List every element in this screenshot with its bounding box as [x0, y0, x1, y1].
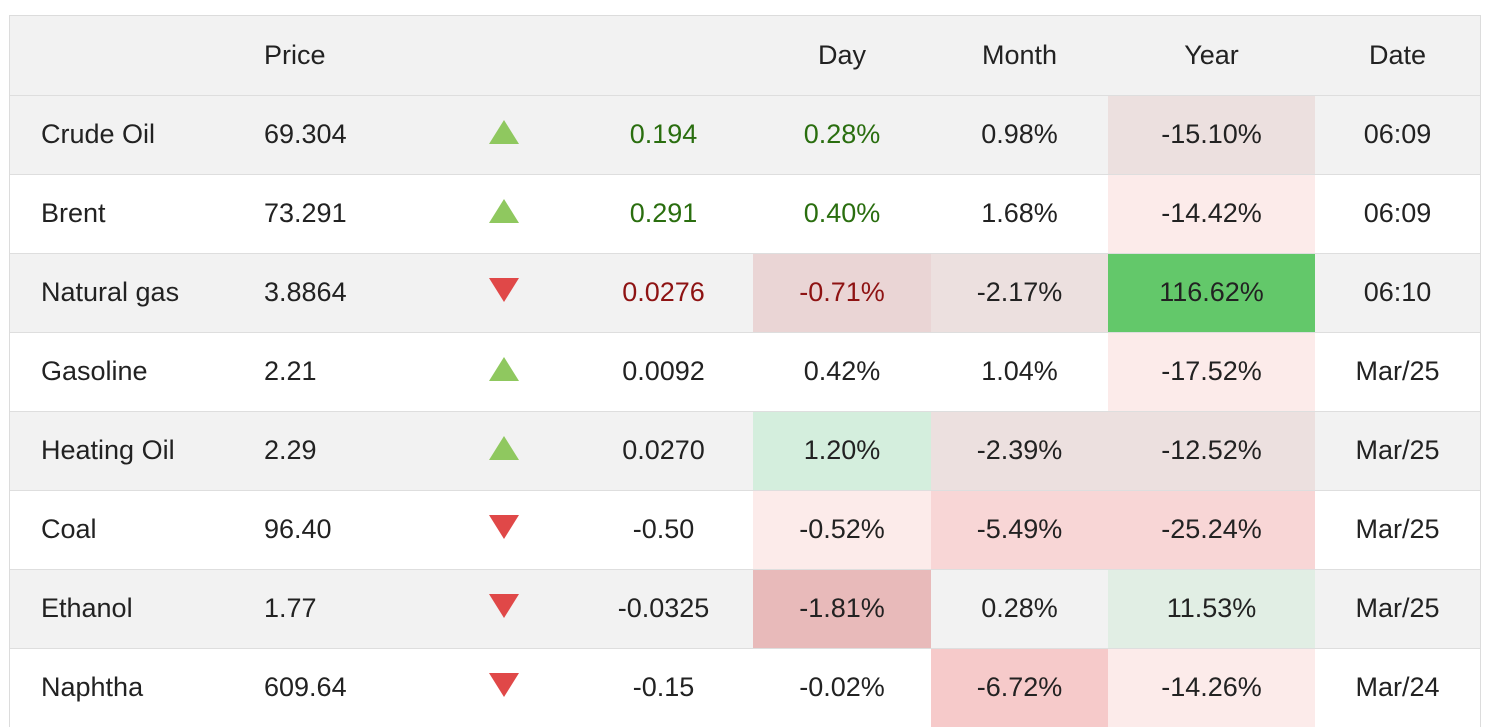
date-value: 06:09: [1315, 173, 1480, 253]
commodities-table-container: Price Day Month Year Date Crude Oil 69.30…: [9, 15, 1481, 727]
arrow-down-icon: [489, 277, 519, 302]
price-value: 1.77: [264, 568, 434, 648]
day-percent: 0.42%: [753, 331, 931, 411]
date-value: Mar/24: [1315, 647, 1480, 727]
header-date[interactable]: Date: [1315, 16, 1480, 95]
header-arrow: [434, 16, 574, 95]
commodity-name-link[interactable]: Ethanol: [10, 568, 264, 648]
day-percent: -0.52%: [753, 489, 931, 569]
commodity-name-link[interactable]: Crude Oil: [10, 94, 264, 174]
direction-cell: [434, 410, 574, 490]
year-percent: 116.62%: [1108, 252, 1315, 332]
commodity-name-link[interactable]: Brent: [10, 173, 264, 253]
table-row[interactable]: Coal 96.40 -0.50 -0.52% -5.49% -25.24% Mar/25: [10, 489, 1480, 569]
arrow-down-icon: [489, 514, 519, 539]
year-percent: -14.42%: [1108, 173, 1315, 253]
month-percent: -2.39%: [931, 410, 1108, 490]
price-value: 3.8864: [264, 252, 434, 332]
date-value: Mar/25: [1315, 568, 1480, 648]
direction-cell: [434, 489, 574, 569]
header-year[interactable]: Year: [1108, 16, 1315, 95]
table-row[interactable]: Natural gas 3.8864 0.0276 -0.71% -2.17% 116.6…: [10, 252, 1480, 332]
table-header-row: Price Day Month Year Date: [10, 16, 1480, 95]
commodity-name-link[interactable]: Naphtha: [10, 647, 264, 727]
commodity-name-link[interactable]: Coal: [10, 489, 264, 569]
change-value: -0.15: [574, 647, 753, 727]
date-value: Mar/25: [1315, 410, 1480, 490]
table-row[interactable]: Gasoline 2.21 0.0092 0.42% 1.04% -17.52% Mar/2…: [10, 331, 1480, 411]
table-row[interactable]: Ethanol 1.77 -0.0325 -1.81% 0.28% 11.53% Mar/2…: [10, 568, 1480, 648]
change-value: 0.194: [574, 94, 753, 174]
change-value: 0.0276: [574, 252, 753, 332]
change-value: 0.291: [574, 173, 753, 253]
header-name: [10, 16, 264, 95]
year-percent: -15.10%: [1108, 94, 1315, 174]
direction-cell: [434, 252, 574, 332]
table-row[interactable]: Crude Oil 69.304 0.194 0.28% 0.98% -15.10% 06:…: [10, 94, 1480, 174]
table-row[interactable]: Heating Oil 2.29 0.0270 1.20% -2.39% -12.52% M…: [10, 410, 1480, 490]
date-value: Mar/25: [1315, 489, 1480, 569]
year-percent: -25.24%: [1108, 489, 1315, 569]
month-percent: 0.98%: [931, 94, 1108, 174]
change-value: 0.0092: [574, 331, 753, 411]
commodity-name-link[interactable]: Heating Oil: [10, 410, 264, 490]
arrow-up-icon: [489, 198, 519, 223]
month-percent: -6.72%: [931, 647, 1108, 727]
month-percent: 0.28%: [931, 568, 1108, 648]
arrow-up-icon: [489, 119, 519, 144]
direction-cell: [434, 331, 574, 411]
year-percent: -12.52%: [1108, 410, 1315, 490]
year-percent: 11.53%: [1108, 568, 1315, 648]
direction-cell: [434, 568, 574, 648]
price-value: 2.21: [264, 331, 434, 411]
price-value: 73.291: [264, 173, 434, 253]
table-row[interactable]: Naphtha 609.64 -0.15 -0.02% -6.72% -14.26% Mar…: [10, 647, 1480, 727]
month-percent: 1.04%: [931, 331, 1108, 411]
commodity-name-link[interactable]: Natural gas: [10, 252, 264, 332]
month-percent: -2.17%: [931, 252, 1108, 332]
header-change: [574, 16, 753, 95]
change-value: -0.50: [574, 489, 753, 569]
commodities-table: Price Day Month Year Date Crude Oil 69.30…: [10, 16, 1480, 727]
day-percent: -0.71%: [753, 252, 931, 332]
arrow-down-icon: [489, 673, 519, 698]
table-row[interactable]: Brent 73.291 0.291 0.40% 1.68% -14.42% 06:09: [10, 173, 1480, 253]
header-price[interactable]: Price: [264, 16, 434, 95]
arrow-down-icon: [489, 593, 519, 618]
day-percent: 1.20%: [753, 410, 931, 490]
price-value: 96.40: [264, 489, 434, 569]
change-value: -0.0325: [574, 568, 753, 648]
date-value: Mar/25: [1315, 331, 1480, 411]
price-value: 609.64: [264, 647, 434, 727]
day-percent: 0.40%: [753, 173, 931, 253]
year-percent: -14.26%: [1108, 647, 1315, 727]
change-value: 0.0270: [574, 410, 753, 490]
header-month[interactable]: Month: [931, 16, 1108, 95]
month-percent: -5.49%: [931, 489, 1108, 569]
month-percent: 1.68%: [931, 173, 1108, 253]
header-day[interactable]: Day: [753, 16, 931, 95]
day-percent: 0.28%: [753, 94, 931, 174]
arrow-up-icon: [489, 356, 519, 381]
direction-cell: [434, 173, 574, 253]
day-percent: -0.02%: [753, 647, 931, 727]
direction-cell: [434, 94, 574, 174]
date-value: 06:09: [1315, 94, 1480, 174]
price-value: 2.29: [264, 410, 434, 490]
arrow-up-icon: [489, 435, 519, 460]
commodity-name-link[interactable]: Gasoline: [10, 331, 264, 411]
year-percent: -17.52%: [1108, 331, 1315, 411]
date-value: 06:10: [1315, 252, 1480, 332]
price-value: 69.304: [264, 94, 434, 174]
direction-cell: [434, 647, 574, 727]
day-percent: -1.81%: [753, 568, 931, 648]
